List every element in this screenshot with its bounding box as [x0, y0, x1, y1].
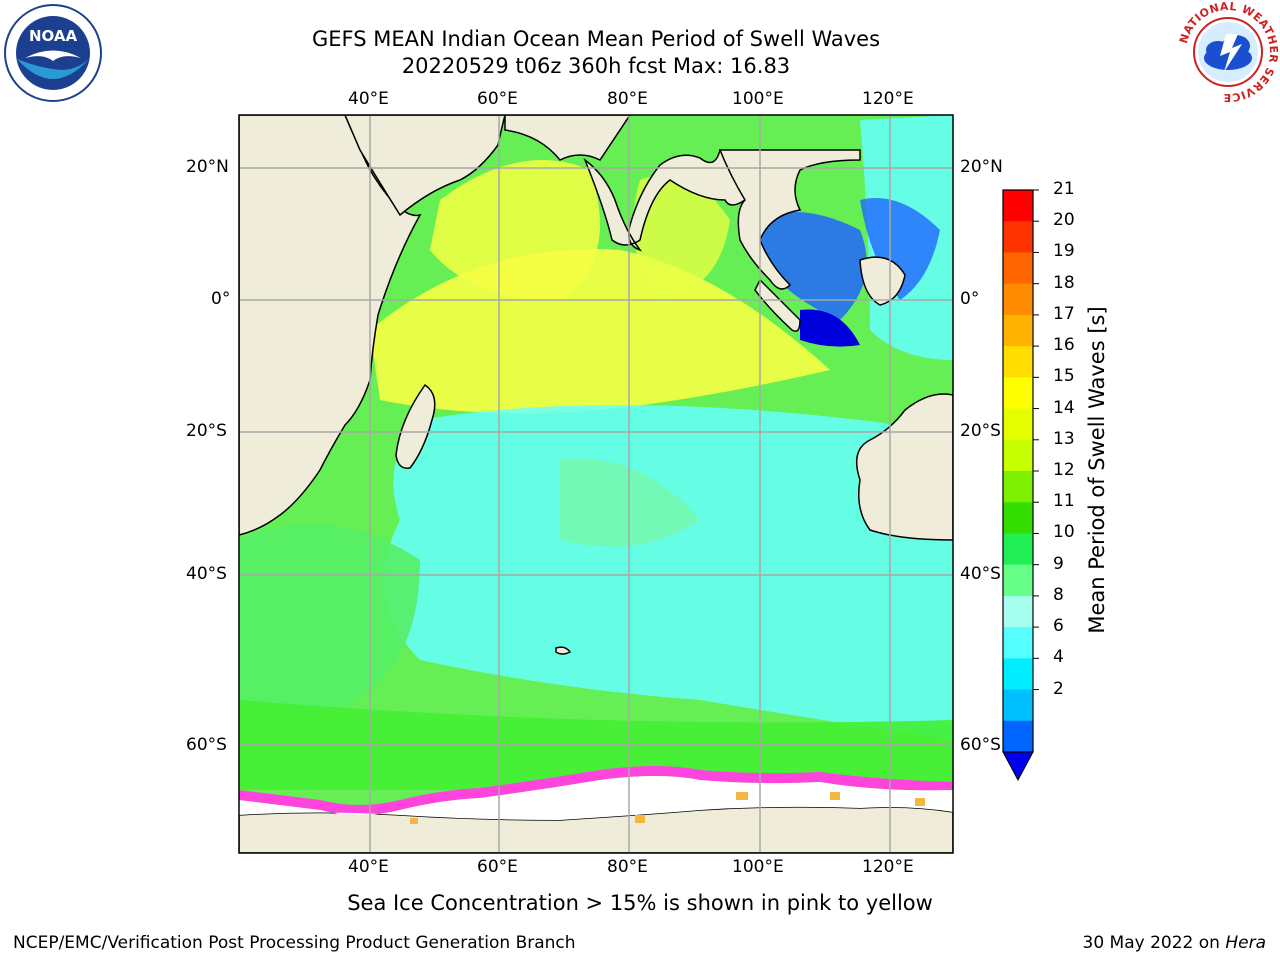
sea-ice-patch	[736, 792, 748, 800]
sea-ice-patch	[830, 792, 840, 800]
map-frame	[238, 114, 954, 854]
map-subtitle: 20220529 t06z 360h fcst Max: 16.83	[401, 54, 791, 78]
colorbar-tick-label: 20	[1053, 210, 1075, 231]
lon-label-top: 40°E	[348, 89, 389, 109]
swell-mid-region-2	[560, 458, 700, 547]
colorbar-segment	[1003, 658, 1033, 691]
lat-label-right: 40°S	[960, 564, 1001, 584]
colorbar-tick-label: 14	[1053, 397, 1075, 418]
lat-label-right: 0°	[960, 289, 980, 309]
swell-lowest-region	[760, 212, 867, 320]
swell-high-region-bengal	[633, 175, 730, 300]
sea-ice-edge	[239, 766, 953, 815]
lon-label-top: 60°E	[477, 89, 518, 109]
swell-mid-region	[239, 524, 420, 720]
colorbar-tick-label: 18	[1053, 272, 1075, 293]
swell-high-region	[370, 249, 830, 414]
lon-label-bottom: 120°E	[862, 857, 914, 877]
colorbar-tick-label: 4	[1053, 647, 1064, 668]
swell-high-region-arabian	[430, 160, 600, 300]
colorbar-tick-label: 15	[1053, 366, 1075, 387]
colorbar-tick-label: 11	[1053, 491, 1075, 512]
colorbar-tick-label: 9	[1053, 553, 1064, 574]
land-iran	[504, 115, 631, 161]
lat-label-right: 60°S	[960, 735, 1001, 755]
colorbar-segment	[1003, 252, 1033, 285]
swell-lowest-region-scs	[860, 198, 940, 300]
colorbar-segment	[1003, 377, 1033, 410]
land-southeast-asia	[718, 149, 861, 290]
lon-label-top: 100°E	[732, 89, 784, 109]
lon-label-bottom: 60°E	[477, 857, 518, 877]
lat-label-right: 20°S	[960, 421, 1001, 441]
colorbar-tick-label: 19	[1053, 241, 1075, 262]
colorbar	[1002, 189, 1039, 782]
lat-label-left: 40°S	[186, 564, 227, 584]
sea-ice-patch	[915, 798, 925, 806]
lat-label-left: 20°N	[186, 157, 229, 177]
lat-label-left: 0°	[211, 289, 231, 309]
land-kerguelen	[555, 646, 572, 655]
colorbar-segment	[1003, 502, 1033, 534]
colorbar-segment	[1003, 471, 1033, 503]
noaa-logo: NOAA	[4, 4, 102, 102]
date-stamp: 30 May 2022 on Hera	[1083, 933, 1267, 953]
nws-logo: NATIONAL WEATHER SERVICE	[1177, 0, 1280, 104]
colorbar-segment	[1003, 283, 1033, 316]
colorbar-segment	[1003, 627, 1033, 659]
sea-ice-patch	[410, 818, 418, 824]
colorbar-tick-label: 21	[1053, 179, 1075, 199]
land-madagascar	[395, 383, 436, 469]
colorbar-extend-arrow	[1002, 751, 1034, 782]
colorbar-segment	[1003, 533, 1033, 566]
map-title: GEFS MEAN Indian Ocean Mean Period of Sw…	[311, 27, 881, 51]
lon-label-bottom: 80°E	[607, 857, 648, 877]
colorbar-segment	[1003, 190, 1033, 222]
noaa-logo-text: NOAA	[29, 27, 78, 45]
land-australia	[855, 393, 953, 541]
lon-label-top: 120°E	[862, 89, 914, 109]
lat-label-left: 60°S	[186, 735, 227, 755]
sea-ice-patch	[635, 815, 645, 823]
credit-text: NCEP/EMC/Verification Post Processing Pr…	[13, 933, 576, 953]
colorbar-segment	[1003, 595, 1033, 628]
colorbar-tick-label: 8	[1053, 584, 1064, 605]
colorbar-segment	[1003, 689, 1033, 722]
colorbar-tick-label: 17	[1053, 303, 1075, 324]
colorbar-segment	[1003, 564, 1033, 597]
colorbar-tick-label: 16	[1053, 335, 1075, 356]
colorbar-segment	[1003, 439, 1033, 472]
host-name: Hera	[1225, 933, 1266, 953]
lon-label-bottom: 100°E	[732, 857, 784, 877]
colorbar-segment	[1003, 221, 1033, 253]
colorbar-tick-label: 12	[1053, 460, 1075, 480]
sea-ice-note: Sea Ice Concentration > 15% is shown in …	[347, 891, 933, 915]
lat-label-left: 20°S	[186, 421, 227, 441]
colorbar-segment	[1003, 720, 1033, 753]
lon-label-bottom: 40°E	[348, 857, 389, 877]
colorbar-tick-label: 13	[1053, 428, 1075, 449]
lon-label-top: 80°E	[607, 89, 648, 109]
colorbar-segment	[1003, 346, 1033, 378]
date-text: 30 May 2022 on	[1082, 933, 1220, 953]
land-borneo	[859, 256, 906, 306]
colorbar-tick-label: 10	[1053, 522, 1075, 543]
colorbar-segment	[1003, 314, 1033, 347]
colorbar-tick-label: 6	[1053, 616, 1064, 637]
land-sumatra	[754, 278, 801, 332]
swell-lowest-region-java	[800, 309, 860, 347]
colorbar-segment	[1003, 408, 1033, 441]
sea-ice-field	[239, 776, 953, 820]
swell-low-region	[384, 405, 953, 740]
colorbar-tick-label: 2	[1053, 678, 1064, 699]
lat-label-right: 20°N	[960, 157, 1003, 177]
colorbar-label: Mean Period of Swell Waves [s]	[1085, 306, 1109, 634]
